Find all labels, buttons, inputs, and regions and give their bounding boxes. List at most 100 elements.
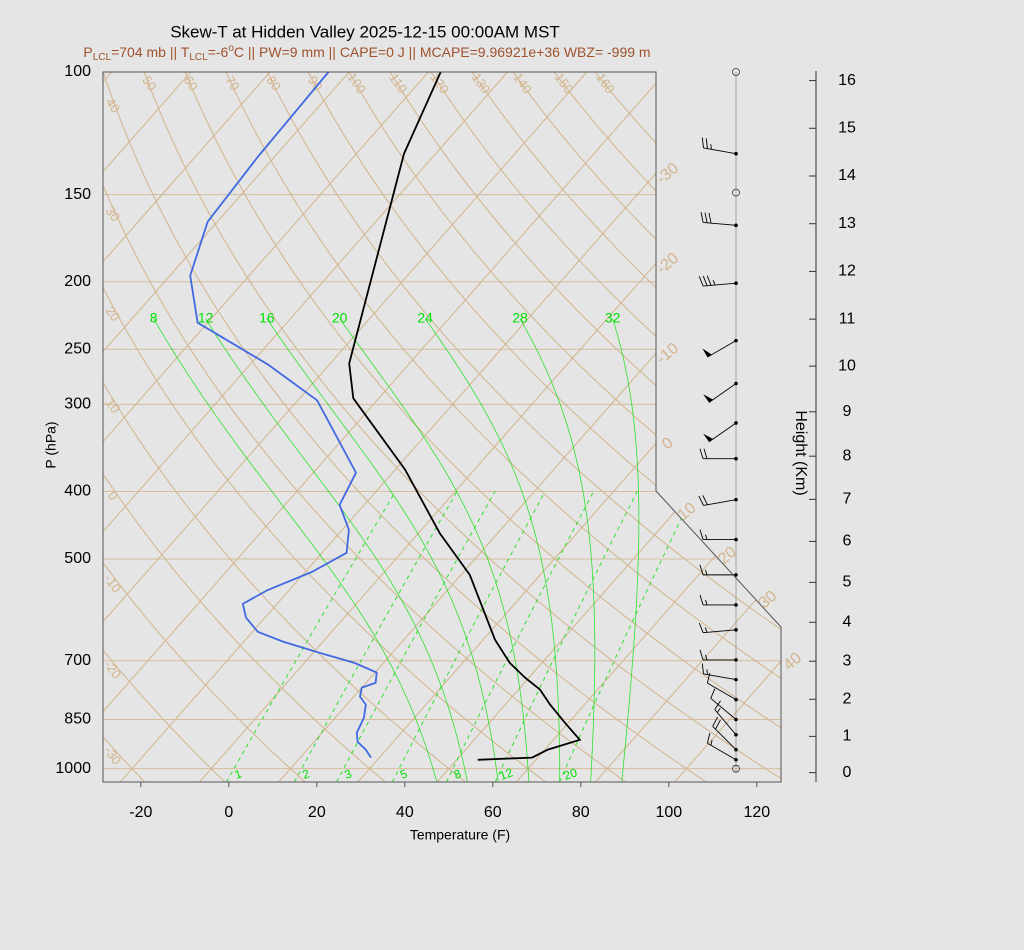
moist-adiabat-label: 28 — [512, 309, 528, 325]
profile-line — [189, 71, 378, 759]
barb-full — [698, 276, 704, 287]
wind-barb — [699, 448, 738, 461]
calm-circle — [732, 764, 740, 773]
dry-adiabat-label: 90 — [305, 73, 326, 93]
dry-adiabat-label: 40 — [103, 95, 124, 115]
subtitle-subscript: LCL — [93, 52, 112, 63]
barb-flag — [702, 348, 712, 358]
moist-adiabat — [519, 318, 596, 782]
subtitle-part: =-6 — [208, 44, 229, 60]
barb-full — [701, 663, 704, 674]
x-tick-label: 120 — [743, 804, 770, 821]
y-tick-label: 200 — [64, 273, 91, 290]
dry-adiabat — [103, 72, 466, 782]
wind-barb — [701, 137, 738, 156]
dry-adiabat-label: 60 — [181, 73, 202, 93]
barb-full — [708, 212, 712, 224]
barb-staff — [712, 725, 737, 750]
wind-barb — [732, 188, 740, 197]
moist-adiabat — [339, 318, 530, 782]
isotherm — [515, 72, 781, 782]
dry-adiabat — [103, 72, 226, 782]
wind-barb — [698, 275, 738, 287]
x-tick-label: 100 — [655, 804, 682, 821]
dry-adiabat — [266, 72, 781, 782]
barb-staff — [710, 697, 737, 720]
barb-staff — [708, 422, 737, 443]
moist-adiabat — [266, 318, 499, 782]
barb-full — [703, 448, 708, 459]
x-axis-label: Temperature (F) — [410, 827, 510, 843]
barb-full — [699, 448, 704, 459]
barb-full — [715, 719, 721, 730]
barb-full — [702, 275, 708, 286]
x-tick-label: -20 — [129, 804, 152, 821]
barb-half — [712, 280, 716, 286]
barb-full — [698, 495, 704, 506]
barb-staff — [703, 282, 737, 287]
wind-barb — [702, 338, 738, 358]
isotherm — [595, 72, 781, 782]
wind-barb — [699, 529, 738, 542]
barb-staff — [703, 629, 737, 634]
mixing-ratio-label: 12 — [498, 765, 516, 783]
barb-full — [699, 649, 704, 661]
wind-barb — [703, 381, 738, 403]
barb-full — [702, 495, 708, 505]
barb-half — [706, 669, 708, 675]
y2-tick-label: 16 — [838, 72, 856, 89]
dry-adiabat — [184, 72, 781, 782]
y-tick-label: 700 — [64, 652, 91, 669]
y2-tick-label: 1 — [843, 728, 852, 745]
moist-adiabat-label: 24 — [417, 309, 433, 325]
y-tick-label: 850 — [64, 711, 91, 728]
barb-full — [700, 212, 704, 223]
isotherm — [103, 72, 350, 782]
dry-adiabat — [348, 72, 781, 782]
wind-barb — [698, 622, 738, 634]
y2-tick-label: 13 — [838, 215, 856, 232]
y-tick-label: 150 — [64, 186, 91, 203]
barb-full — [712, 716, 719, 727]
subtitle-subscript: LCL — [189, 52, 208, 63]
barb-half — [704, 627, 708, 633]
calm-circle — [732, 188, 740, 197]
y-tick-label: 100 — [64, 63, 91, 80]
mixing-ratio-line — [494, 491, 638, 782]
barb-half — [705, 654, 708, 661]
mixing-ratio-label: 2 — [300, 766, 311, 782]
barb-staff — [707, 340, 737, 358]
plot-frame — [102, 71, 782, 783]
y-tick-label: 300 — [64, 396, 91, 413]
y2-tick-label: 14 — [838, 167, 856, 184]
wind-barb — [700, 212, 738, 228]
moist-adiabat — [612, 318, 640, 782]
y2-tick-label: 3 — [843, 652, 852, 669]
y2-tick-label: 0 — [843, 764, 852, 781]
isotherm — [103, 72, 588, 782]
isotherm — [119, 72, 746, 782]
dry-adiabat-label: 30 — [103, 204, 124, 224]
dry-adiabat — [103, 72, 547, 782]
barb-staff — [703, 222, 737, 226]
mixing-ratio-line — [559, 491, 696, 782]
dry-adiabat-label: 50 — [139, 73, 160, 93]
barb-full — [704, 212, 708, 223]
y2-tick-label: 15 — [838, 120, 856, 137]
dry-adiabat — [103, 72, 386, 782]
dry-adiabat — [103, 72, 707, 782]
moist-adiabat — [205, 318, 468, 782]
y2-axis-label: Height (Km) — [792, 410, 809, 495]
barb-staff — [703, 673, 737, 681]
x-tick-label: 0 — [224, 804, 233, 821]
y2-tick-label: 4 — [843, 614, 852, 631]
x-tick-label: 40 — [396, 804, 414, 821]
x-tick-label: 20 — [308, 804, 326, 821]
barb-staff — [703, 499, 737, 506]
moist-adiabat-label: 8 — [150, 309, 158, 325]
mixing-ratio-label: 1 — [233, 766, 244, 782]
y2-tick-label: 9 — [843, 403, 852, 420]
y-axis-label: P (hPa) — [43, 421, 59, 468]
wind-barb — [714, 700, 738, 737]
barb-half — [705, 599, 708, 606]
